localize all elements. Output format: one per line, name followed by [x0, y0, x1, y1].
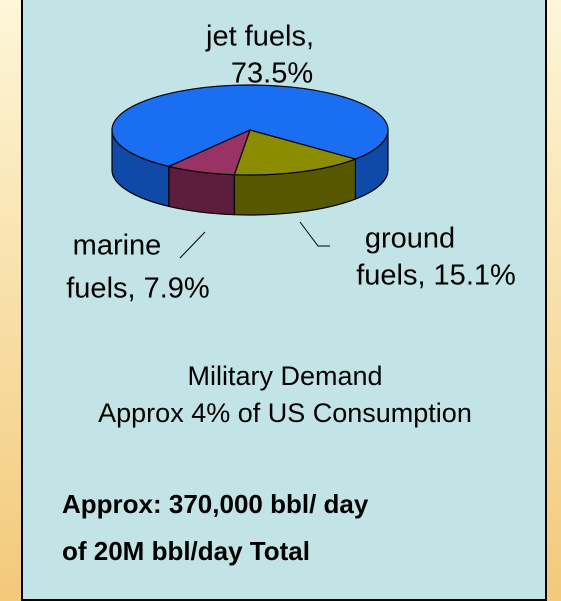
leader-line [299, 221, 330, 247]
data-label: ground [365, 223, 455, 255]
data-label: jet fuels, [205, 21, 314, 53]
annotation: Approx 4% of US Consumption [98, 398, 472, 428]
note: of 20M bbl/day Total [62, 536, 310, 566]
pie-slice [167, 128, 252, 176]
note: Approx: 370,000 bbl/ day [62, 489, 369, 519]
data-label: marine [73, 230, 162, 262]
data-label: fuels, 15.1% [356, 260, 516, 292]
pie-slice [233, 129, 358, 176]
data-label: 73.5% [231, 58, 313, 90]
data-label: fuels, 7.9% [66, 273, 209, 305]
leader-line [179, 231, 206, 259]
annotation: Military Demand [187, 361, 382, 391]
pie-chart [111, 84, 389, 216]
pie-slice [111, 84, 389, 168]
